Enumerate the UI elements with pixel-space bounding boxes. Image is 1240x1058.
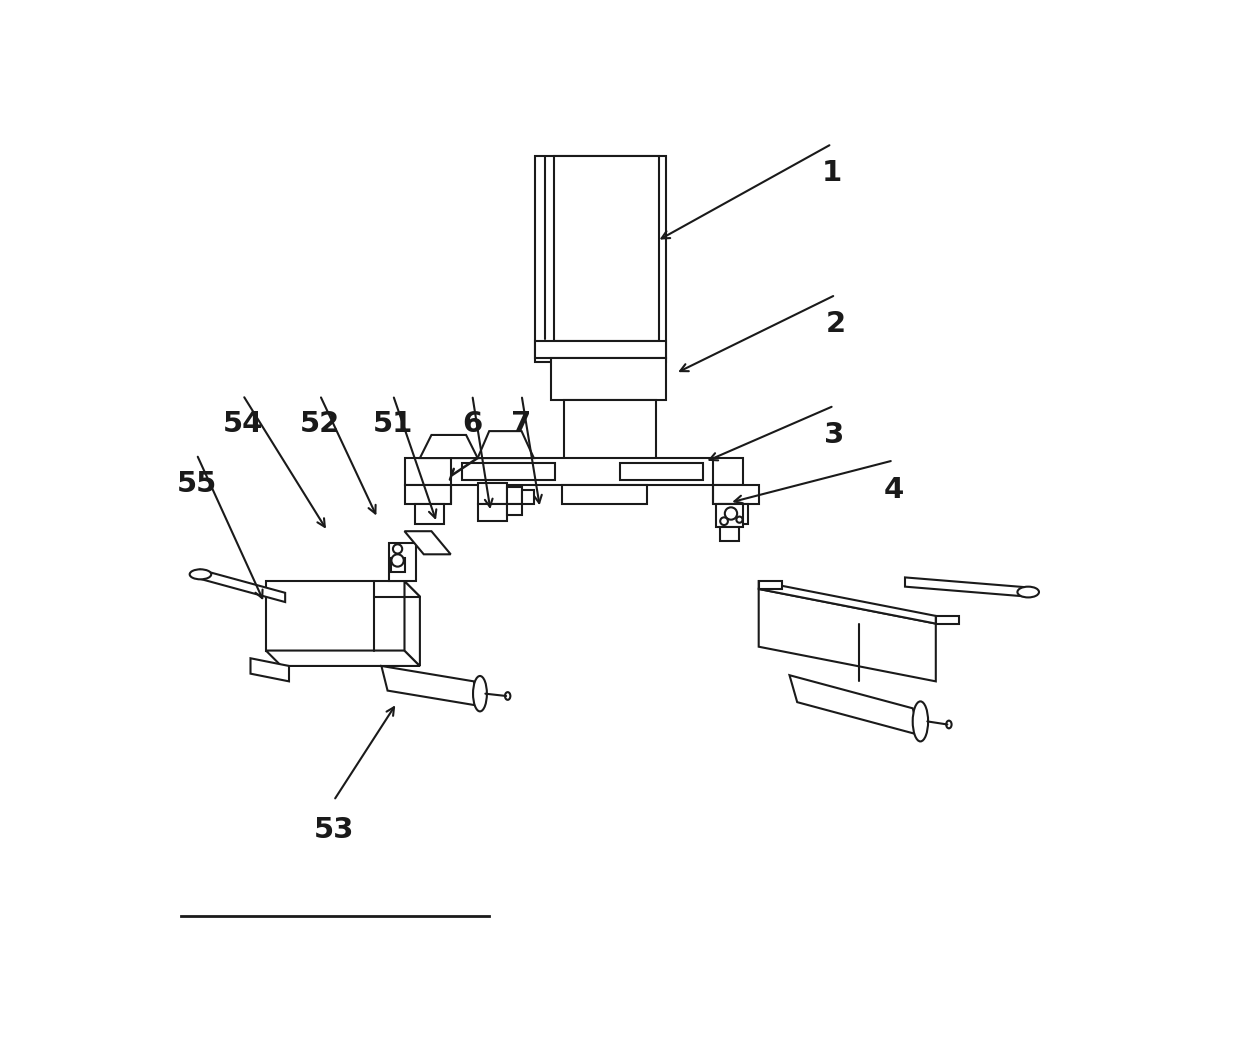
Polygon shape [759, 581, 781, 589]
Bar [463, 462, 554, 479]
Bar [620, 462, 703, 479]
Polygon shape [265, 581, 420, 597]
Text: 6: 6 [463, 411, 482, 438]
Polygon shape [477, 431, 534, 458]
Text: 52: 52 [300, 411, 340, 438]
Bar [536, 341, 666, 358]
Bar [563, 485, 647, 505]
Circle shape [720, 517, 728, 525]
Bar [536, 157, 666, 362]
Bar [404, 485, 450, 505]
Bar [389, 543, 417, 581]
Bar [507, 505, 522, 515]
Polygon shape [936, 616, 959, 623]
Text: 7: 7 [511, 411, 532, 438]
Bar [713, 485, 759, 505]
Polygon shape [420, 435, 477, 458]
Ellipse shape [190, 569, 211, 580]
Ellipse shape [505, 692, 511, 699]
Text: 3: 3 [823, 421, 844, 449]
Polygon shape [265, 651, 420, 665]
Bar [554, 157, 658, 341]
Polygon shape [250, 658, 289, 681]
Circle shape [393, 544, 402, 553]
Text: 2: 2 [826, 310, 846, 339]
Bar [717, 505, 743, 527]
Text: 55: 55 [176, 470, 217, 497]
Circle shape [725, 508, 737, 519]
Circle shape [392, 554, 404, 567]
Bar [477, 505, 507, 522]
Polygon shape [759, 581, 936, 623]
Bar [720, 527, 739, 542]
Bar [551, 358, 666, 400]
Circle shape [737, 516, 743, 523]
Bar [507, 488, 522, 505]
Bar [719, 505, 748, 524]
Polygon shape [382, 665, 480, 706]
Ellipse shape [1017, 586, 1039, 598]
Polygon shape [404, 531, 450, 554]
Text: 1: 1 [822, 160, 842, 187]
Bar [404, 458, 743, 485]
Text: 51: 51 [373, 411, 413, 438]
Bar [391, 559, 404, 572]
Polygon shape [759, 589, 936, 681]
Bar [477, 482, 507, 505]
Bar [414, 505, 444, 524]
Text: 4: 4 [883, 476, 904, 504]
Bar [522, 491, 534, 505]
Bar [564, 400, 656, 462]
Ellipse shape [913, 701, 928, 742]
Polygon shape [404, 581, 420, 665]
Text: 53: 53 [314, 816, 353, 844]
Ellipse shape [946, 720, 951, 728]
Text: 54: 54 [223, 411, 263, 438]
Polygon shape [201, 569, 285, 602]
Polygon shape [265, 581, 404, 651]
Polygon shape [905, 578, 1028, 597]
Ellipse shape [472, 676, 487, 711]
Polygon shape [790, 675, 920, 735]
